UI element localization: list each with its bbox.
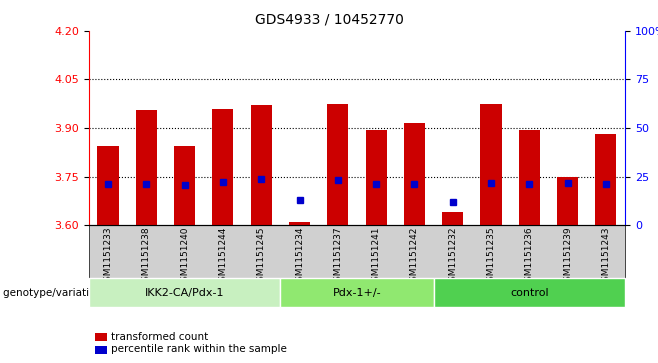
Text: transformed count: transformed count xyxy=(111,332,209,342)
Text: control: control xyxy=(510,287,549,298)
Bar xyxy=(557,177,578,225)
Bar xyxy=(442,212,463,225)
Bar xyxy=(136,110,157,225)
Bar xyxy=(97,146,118,225)
Text: GDS4933 / 10452770: GDS4933 / 10452770 xyxy=(255,13,403,27)
Bar xyxy=(519,130,540,225)
Text: Pdx-1+/-: Pdx-1+/- xyxy=(333,287,381,298)
Bar xyxy=(595,134,617,225)
Bar xyxy=(213,109,234,225)
Bar xyxy=(480,104,501,225)
Bar xyxy=(251,105,272,225)
Text: percentile rank within the sample: percentile rank within the sample xyxy=(111,344,287,354)
Bar xyxy=(327,104,348,225)
Bar xyxy=(174,146,195,225)
Bar xyxy=(404,123,425,225)
Text: IKK2-CA/Pdx-1: IKK2-CA/Pdx-1 xyxy=(145,287,224,298)
Bar xyxy=(366,130,387,225)
Bar xyxy=(289,222,310,225)
Text: genotype/variation  ▶: genotype/variation ▶ xyxy=(3,287,117,298)
